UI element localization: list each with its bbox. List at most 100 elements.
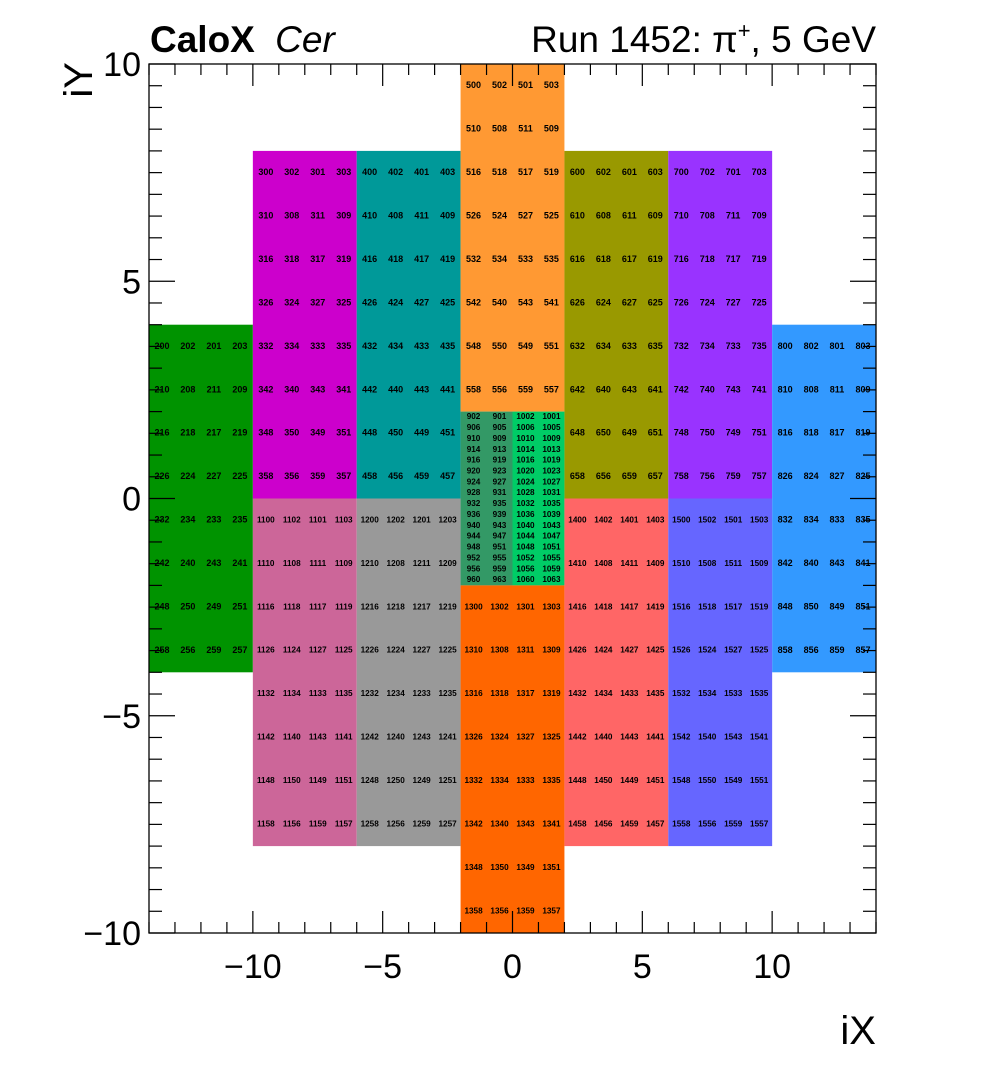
cell-label: 932 bbox=[467, 499, 481, 508]
cell-label: 1250 bbox=[387, 776, 406, 785]
cell-label: 609 bbox=[648, 210, 663, 220]
cell-label: 516 bbox=[466, 167, 481, 177]
cell-label: 243 bbox=[206, 558, 221, 568]
cell-label: 928 bbox=[467, 488, 481, 497]
cell-label: 409 bbox=[440, 210, 455, 220]
cell-label: 1203 bbox=[438, 515, 457, 524]
cell-label: 408 bbox=[388, 210, 403, 220]
cell-label: 1119 bbox=[335, 602, 353, 611]
cell-label: 1035 bbox=[542, 499, 561, 508]
cell-label: 1449 bbox=[620, 776, 639, 785]
cell-label: 1014 bbox=[516, 445, 535, 454]
cell-label: 856 bbox=[804, 645, 819, 655]
cell-label: 526 bbox=[466, 210, 481, 220]
cell-label: 833 bbox=[830, 515, 845, 525]
cell-label: 800 bbox=[778, 341, 793, 351]
cell-label: 550 bbox=[492, 341, 507, 351]
cell-label: 1234 bbox=[387, 689, 406, 698]
cell-label: 418 bbox=[388, 254, 403, 264]
cell-label: 617 bbox=[622, 254, 637, 264]
cell-label: 1458 bbox=[568, 820, 587, 829]
cell-label: 808 bbox=[804, 384, 819, 394]
cell-label: 235 bbox=[232, 515, 247, 525]
cell-label: 936 bbox=[467, 510, 481, 519]
cell-label: 1403 bbox=[646, 515, 665, 524]
title-left: CaloX Cer bbox=[150, 19, 336, 60]
cell-label: 1158 bbox=[257, 820, 275, 829]
cell-label: 1359 bbox=[516, 906, 535, 915]
color-block bbox=[512, 411, 565, 586]
cell-label: 1524 bbox=[698, 646, 717, 655]
cell-label: 448 bbox=[362, 428, 377, 438]
cell-label: 702 bbox=[700, 167, 715, 177]
title-pi-charge: + bbox=[738, 18, 751, 43]
cell-label: 449 bbox=[414, 428, 429, 438]
cell-label: 1332 bbox=[464, 776, 483, 785]
cell-label: 1525 bbox=[750, 646, 769, 655]
cell-label: 1127 bbox=[309, 646, 327, 655]
cell-label: 557 bbox=[544, 384, 559, 394]
cell-label: 1044 bbox=[516, 532, 535, 541]
cell-label: 1325 bbox=[542, 733, 561, 742]
cell-label: 556 bbox=[492, 384, 507, 394]
cell-label: 725 bbox=[752, 297, 767, 307]
cell-label: 1224 bbox=[387, 646, 406, 655]
cell-label: 1518 bbox=[698, 602, 717, 611]
cell-label: 1208 bbox=[387, 559, 406, 568]
cell-label: 1134 bbox=[283, 689, 301, 698]
cell-label: 549 bbox=[518, 341, 533, 351]
color-block bbox=[668, 498, 773, 847]
cell-label: 1232 bbox=[361, 689, 380, 698]
cell-label: 1459 bbox=[620, 820, 639, 829]
cell-label: 840 bbox=[804, 558, 819, 568]
cell-label: 325 bbox=[336, 297, 351, 307]
cell-label: 211 bbox=[207, 384, 222, 394]
cell-label: 717 bbox=[726, 254, 741, 264]
cell-label: 351 bbox=[336, 428, 351, 438]
cell-label: 1456 bbox=[594, 820, 613, 829]
cell-label: 1210 bbox=[361, 559, 380, 568]
cell-label: 914 bbox=[467, 445, 481, 454]
cell-label: 657 bbox=[648, 471, 663, 481]
cell-label: 326 bbox=[258, 297, 273, 307]
cell-label: 1117 bbox=[309, 602, 327, 611]
cell-label: 1005 bbox=[542, 423, 561, 432]
cell-label: 511 bbox=[518, 124, 533, 134]
cell-labels: 258 256 259 257 248 250 249 251 242 240 243 241 232 2… bbox=[154, 80, 870, 915]
cell-label: 240 bbox=[180, 558, 195, 568]
cell-label: 909 bbox=[493, 434, 507, 443]
cell-label: 1159 bbox=[309, 820, 327, 829]
cell-label: 710 bbox=[674, 210, 689, 220]
cell-label: 1324 bbox=[490, 733, 509, 742]
cell-label: 1457 bbox=[646, 820, 665, 829]
cell-label: 1036 bbox=[516, 510, 535, 519]
cell-label: 1151 bbox=[335, 776, 353, 785]
cell-label: 1510 bbox=[672, 559, 691, 568]
cell-label: 533 bbox=[518, 254, 533, 264]
cell-label: 857 bbox=[856, 645, 871, 655]
cell-label: 1343 bbox=[516, 820, 535, 829]
y-axis-label: iY bbox=[57, 62, 101, 98]
cell-label: 1509 bbox=[750, 559, 769, 568]
cell-label: 332 bbox=[258, 341, 273, 351]
cell-label: 700 bbox=[674, 167, 689, 177]
cell-label: 724 bbox=[700, 297, 715, 307]
cell-label: 432 bbox=[362, 341, 377, 351]
cell-label: 308 bbox=[284, 210, 299, 220]
cell-label: 1427 bbox=[620, 646, 639, 655]
cell-label: 1259 bbox=[413, 820, 432, 829]
cell-label: 527 bbox=[518, 210, 533, 220]
cell-label: 642 bbox=[570, 384, 585, 394]
cell-label: 1548 bbox=[672, 776, 691, 785]
cell-label: 603 bbox=[648, 167, 663, 177]
cell-label: 1013 bbox=[542, 445, 561, 454]
cell-label: 1051 bbox=[542, 543, 561, 552]
cell-label: 1308 bbox=[490, 646, 509, 655]
cell-label: 1511 bbox=[724, 559, 742, 568]
cell-label: 1040 bbox=[516, 521, 535, 530]
cell-label: 916 bbox=[467, 456, 481, 465]
cell-label: 201 bbox=[206, 341, 221, 351]
cell-label: 741 bbox=[752, 384, 767, 394]
cell-label: 216 bbox=[154, 428, 169, 438]
